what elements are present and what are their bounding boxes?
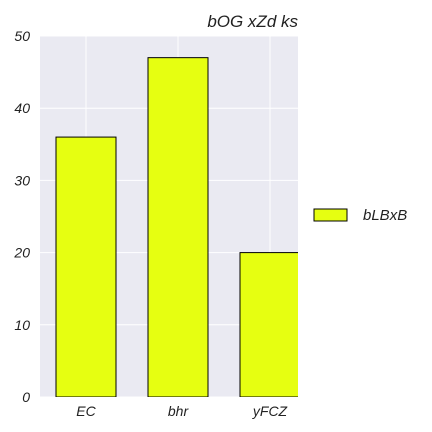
y-tick-label: 40 bbox=[14, 100, 30, 116]
y-tick-label: 0 bbox=[22, 389, 30, 405]
bar-EC bbox=[55, 136, 117, 397]
y-tick-label: 20 bbox=[13, 245, 30, 261]
x-tick-label: EC bbox=[76, 403, 96, 419]
bars bbox=[55, 57, 298, 397]
legend-label: bLBxB bbox=[363, 207, 407, 224]
bar-bhr bbox=[147, 57, 209, 397]
y-tick-label: 10 bbox=[14, 317, 30, 333]
legend: bLBxB bbox=[313, 207, 407, 224]
legend-swatch bbox=[313, 208, 348, 222]
y-tick-label: 30 bbox=[14, 172, 30, 188]
x-tick-label: bhr bbox=[168, 403, 190, 419]
y-tick-label: 50 bbox=[14, 28, 30, 44]
y-axis-ticks: 0 10 20 30 40 50 bbox=[13, 28, 30, 405]
x-axis-ticks: EC bhr yFCZ bbox=[76, 403, 287, 419]
x-tick-label: yFCZ bbox=[252, 403, 288, 419]
chart-title: bOG xZd ks bbox=[207, 12, 298, 31]
bar-yFCZ bbox=[239, 252, 298, 397]
